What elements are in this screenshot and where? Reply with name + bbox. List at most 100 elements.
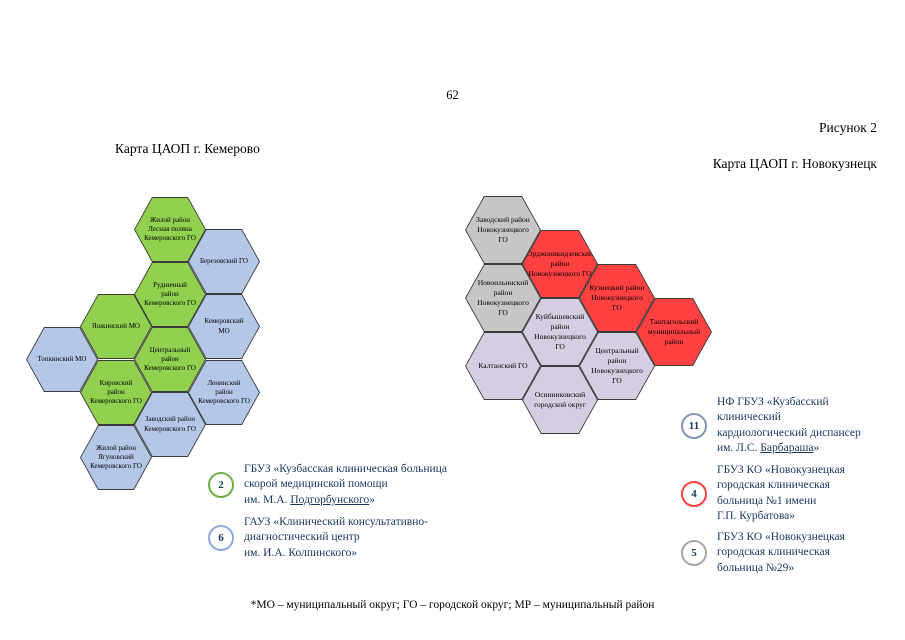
legend-line: диагностический центр — [244, 530, 428, 545]
district-label: Березовский ГО — [200, 256, 248, 265]
footnote: *МО – муниципальный округ; ГО – городско… — [250, 599, 655, 611]
link-text[interactable]: Подгорбунского — [290, 493, 370, 506]
legend-line: ГБУЗ КО «Новокузнецкая — [717, 530, 845, 545]
legend-line: кардиологический диспансер — [717, 426, 861, 441]
legend-number: 11 — [688, 419, 700, 432]
legend-line-text: диагностический центр — [244, 531, 360, 544]
district-label: Кировский район Кемеровского ГО — [90, 378, 142, 406]
figure-label: Рисунок 2 — [819, 120, 877, 135]
legend-line-text: ГБУЗ «Кузбасская клиническая больница — [244, 463, 447, 475]
legend-line-text: больница №1 имени — [717, 494, 817, 507]
district-label: Жилой район Лесная поляна Кемеровского Г… — [144, 215, 196, 243]
legend-line-text: им. М.А. — [244, 493, 291, 506]
hex-fill: Жилой район Ягуновский Кемеровского ГО — [81, 426, 151, 489]
legend-line-text: скорой медицинской помощи — [244, 478, 388, 491]
hex-district: Орджоникидзевский район Новокузнецкого Г… — [522, 230, 598, 298]
legend-text: ГАУЗ «Клинический консультативно- диагно… — [244, 515, 428, 561]
district-label: Центральный район Кемеровского ГО — [144, 345, 196, 373]
legend-line-text: НФ ГБУЗ «Кузбасский — [717, 396, 829, 408]
hex-fill: Осинниковский городской округ — [523, 367, 597, 433]
legend-number: 6 — [218, 532, 224, 545]
district-label: Заводский район Новокузнецкого ГО — [476, 215, 530, 244]
hex-fill: Кемеровский МО — [189, 295, 259, 358]
legend-number: 4 — [691, 487, 697, 500]
kemerovo-map: Жилой район Лесная поляна Кемеровского Г… — [26, 185, 296, 495]
legend-line-text: ГАУЗ «Клинический консультативно- — [244, 516, 428, 528]
hex-district: Центральный район Новокузнецкого ГО — [579, 332, 655, 400]
hex-district: Заводский район Кемеровского ГО — [134, 392, 206, 457]
legend-line: Г.П. Курбатова» — [717, 509, 845, 524]
legend-line-text: Г.П. Курбатова» — [717, 510, 796, 523]
district-label: Центральный район Новокузнецкого ГО — [591, 346, 643, 385]
hex-district: Жилой район Ягуновский Кемеровского ГО — [80, 425, 152, 490]
legend-number-badge: 6 — [208, 525, 234, 552]
hex-district: Яшкинский МО — [80, 294, 152, 359]
hex-district: Осинниковский городской округ — [522, 366, 598, 434]
hex-fill: Жилой район Лесная поляна Кемеровского Г… — [135, 198, 205, 261]
hex-district: Березовский ГО — [188, 229, 260, 294]
legend-line: ГАУЗ «Клинический консультативно- — [244, 515, 428, 530]
legend-line-text: городская клиническая — [717, 546, 830, 559]
legend-line-text: ГБУЗ КО «Новокузнецкая — [717, 464, 845, 476]
map-title-novokuznetsk: Карта ЦАОП г. Новокузнецк — [712, 156, 877, 171]
legend-line-text: городская клиническая — [717, 479, 830, 492]
hex-district: Жилой район Лесная поляна Кемеровского Г… — [134, 197, 206, 262]
district-label: Калтанский ГО — [478, 361, 528, 371]
hex-fill: Заводский район Кемеровского ГО — [135, 393, 205, 456]
district-label: Осинниковский городской округ — [534, 390, 586, 409]
map-title-kemerovo: Карта ЦАОП г. Кемерово — [115, 141, 260, 156]
hex-district: Центральный район Кемеровского ГО — [134, 327, 206, 392]
legend-line: им. М.А. Подгорбунского» — [244, 493, 447, 508]
legend-number-badge: 4 — [681, 480, 707, 507]
legend-item: 2 ГБУЗ «Кузбасская клиническая больница … — [208, 462, 447, 508]
district-label: Заводский район Кемеровского ГО — [144, 415, 196, 433]
district-label: Топкинский МО — [37, 354, 87, 363]
district-label: Новоильинский район Новокузнецкого ГО — [477, 278, 529, 317]
legend-item: 11 НФ ГБУЗ «Кузбасский клинический карди… — [681, 395, 861, 457]
legend-line-text: » — [813, 442, 820, 455]
legend-line-text: ГБУЗ КО «Новокузнецкая — [717, 531, 845, 543]
district-label: Рудничный район Кемеровского ГО — [144, 280, 196, 308]
legend-item: 6 ГАУЗ «Клинический консультативно- диаг… — [208, 515, 428, 561]
novokuznetsk-map: Заводский район Новокузнецкого ГО Орджон… — [453, 190, 738, 460]
legend-number: 5 — [691, 547, 697, 560]
legend-line-text: им. И.А. Колпинского» — [244, 546, 358, 559]
district-label: Яшкинский МО — [92, 321, 140, 330]
legend-line-text: клинический — [717, 411, 781, 424]
legend-number-badge: 11 — [681, 412, 707, 439]
legend-number-badge: 2 — [208, 472, 234, 499]
hex-district: Новоильинский район Новокузнецкого ГО — [465, 264, 541, 332]
hex-district: Кемеровский МО — [188, 294, 260, 359]
legend-text: ГБУЗ «Кузбасская клиническая больница ск… — [244, 462, 447, 508]
legend-line: городская клиническая — [717, 478, 845, 493]
hex-fill: Рудничный район Кемеровского ГО — [135, 263, 205, 326]
district-label: Орджоникидзевский район Новокузнецкого Г… — [527, 249, 594, 278]
district-label: Жилой район Ягуновский Кемеровского ГО — [90, 443, 142, 471]
legend-number-badge: 5 — [681, 540, 707, 567]
page-number: 62 — [446, 88, 459, 102]
legend-line: ГБУЗ КО «Новокузнецкая — [717, 463, 845, 478]
legend-text: ГБУЗ КО «Новокузнецкая городская клиниче… — [717, 463, 845, 525]
hex-fill: Центральный район Кемеровского ГО — [135, 328, 205, 391]
hex-district: Заводский район Новокузнецкого ГО — [465, 196, 541, 264]
legend-line: больница №1 имени — [717, 494, 845, 509]
legend-line: больница №29» — [717, 561, 845, 576]
hex-district: Калтанский ГО — [465, 332, 541, 400]
hex-fill: Ленинский район Кемеровского ГО — [189, 361, 259, 424]
legend-line-text: » — [369, 493, 375, 506]
legend-item: 4 ГБУЗ КО «Новокузнецкая городская клини… — [681, 463, 845, 525]
legend-line: городская клиническая — [717, 545, 845, 560]
legend-text: ГБУЗ КО «Новокузнецкая городская клиниче… — [717, 530, 845, 576]
legend-line: им. Л.С. Барбараша» — [717, 441, 861, 456]
hex-fill: Березовский ГО — [189, 230, 259, 293]
hex-district: Топкинский МО — [26, 327, 98, 392]
district-label: Таштагольский муниципальный район — [647, 317, 701, 346]
link-text[interactable]: Барбараша — [760, 442, 814, 455]
district-label: Кузнецкий район Новокузнецкого ГО — [589, 283, 645, 312]
district-label: Ленинский район Кемеровского ГО — [198, 378, 250, 406]
legend-number: 2 — [218, 479, 224, 492]
district-label: Куйбышевский район Новокузнецкого ГО — [534, 312, 586, 351]
legend-line: им. И.А. Колпинского» — [244, 546, 428, 561]
hex-district: Кузнецкий район Новокузнецкого ГО — [579, 264, 655, 332]
legend-line: клинический — [717, 410, 861, 425]
